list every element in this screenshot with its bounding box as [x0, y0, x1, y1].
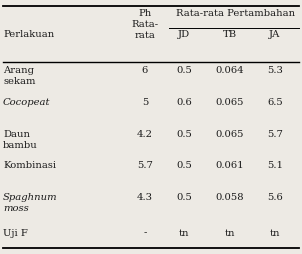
- Text: 0.5: 0.5: [176, 161, 192, 170]
- Text: 6: 6: [142, 66, 148, 75]
- Text: 0.064: 0.064: [215, 66, 244, 75]
- Text: Ph
Rata-
rata: Ph Rata- rata: [131, 9, 159, 40]
- Text: tn: tn: [224, 229, 235, 237]
- Text: 5.6: 5.6: [267, 193, 283, 202]
- Text: Perlakuan: Perlakuan: [3, 30, 54, 39]
- Text: 0.5: 0.5: [176, 130, 192, 138]
- Text: tn: tn: [179, 229, 189, 237]
- Text: 4.2: 4.2: [137, 130, 153, 138]
- Text: Cocopeat: Cocopeat: [3, 98, 50, 107]
- Text: Spaghnum
moss: Spaghnum moss: [3, 193, 58, 213]
- Text: 5: 5: [142, 98, 148, 107]
- Text: -: -: [143, 229, 147, 237]
- Text: JA: JA: [269, 30, 281, 39]
- Text: 5.7: 5.7: [267, 130, 283, 138]
- Text: 6.5: 6.5: [267, 98, 283, 107]
- Text: Daun
bambu: Daun bambu: [3, 130, 38, 150]
- Text: 0.058: 0.058: [215, 193, 244, 202]
- Text: Uji F: Uji F: [3, 229, 28, 237]
- Text: 0.065: 0.065: [215, 130, 244, 138]
- Text: Kombinasi: Kombinasi: [3, 161, 56, 170]
- Text: TB: TB: [223, 30, 236, 39]
- Text: tn: tn: [270, 229, 280, 237]
- Text: 5.7: 5.7: [137, 161, 153, 170]
- Text: 0.6: 0.6: [176, 98, 192, 107]
- Text: JD: JD: [178, 30, 190, 39]
- Text: 4.3: 4.3: [137, 193, 153, 202]
- Text: 0.5: 0.5: [176, 193, 192, 202]
- Text: Rata-rata Pertambahan: Rata-rata Pertambahan: [176, 9, 295, 18]
- Text: 5.1: 5.1: [267, 161, 283, 170]
- Text: 0.5: 0.5: [176, 66, 192, 75]
- Text: Arang
sekam: Arang sekam: [3, 66, 36, 86]
- Text: 0.061: 0.061: [215, 161, 244, 170]
- Text: 0.065: 0.065: [215, 98, 244, 107]
- Text: 5.3: 5.3: [267, 66, 283, 75]
